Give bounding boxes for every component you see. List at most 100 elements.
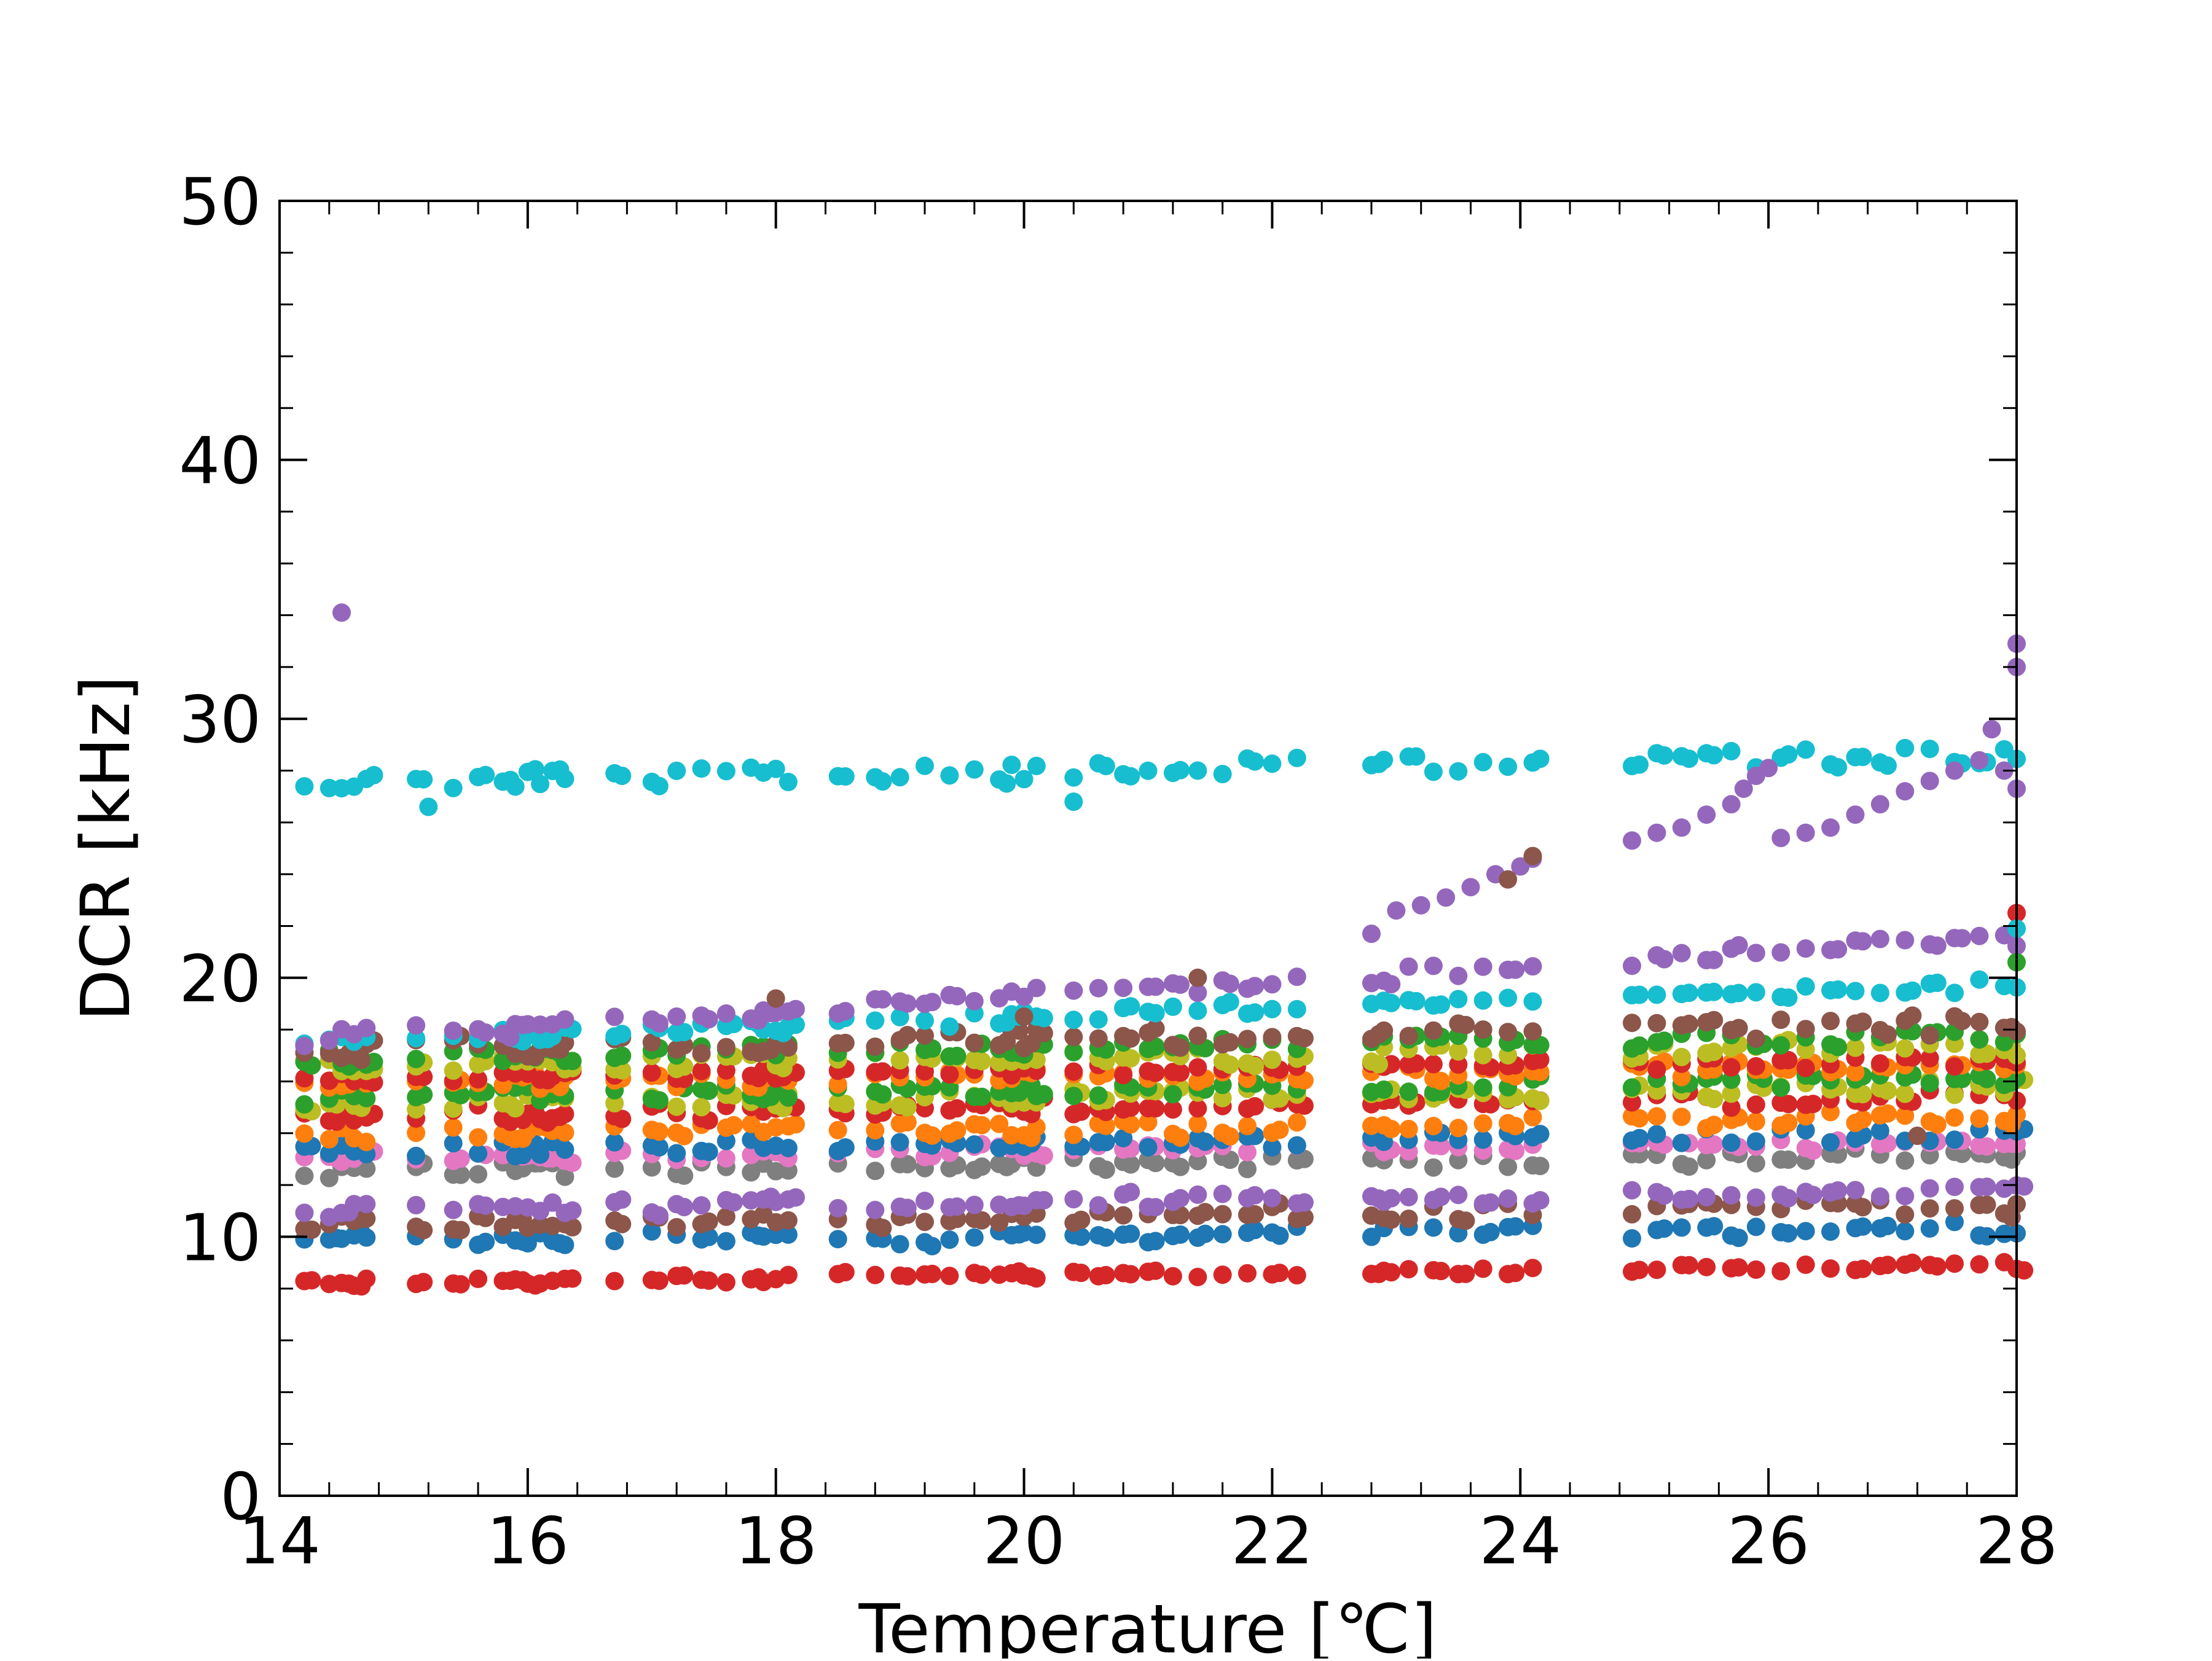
data-point (1424, 956, 1443, 975)
data-point (451, 1221, 470, 1240)
data-point (716, 762, 735, 781)
data-point (1928, 1115, 1947, 1134)
data-point (1499, 1189, 1518, 1208)
data-point (1089, 1010, 1108, 1029)
data-point (357, 1269, 376, 1288)
data-point (1779, 1050, 1798, 1069)
data-point (1896, 1084, 1915, 1103)
data-point (965, 1228, 984, 1247)
data-point (1245, 1205, 1265, 1224)
data-point (1729, 983, 1748, 1002)
data-point (1821, 1222, 1840, 1241)
data-point (873, 1062, 892, 1081)
data-point (1220, 993, 1239, 1012)
data-point (786, 1115, 805, 1134)
data-point (1382, 1263, 1401, 1282)
data-point (1449, 762, 1468, 781)
data-point (1771, 829, 1790, 848)
data-point (1722, 795, 1741, 814)
data-point (1362, 924, 1381, 944)
data-point (642, 1033, 661, 1052)
data-point (947, 1197, 967, 1216)
data-point (613, 1046, 632, 1065)
data-point (1437, 888, 1456, 907)
data-point (898, 1113, 917, 1131)
data-point (898, 1267, 917, 1286)
data-point (1034, 1146, 1053, 1165)
data-point (1121, 1049, 1140, 1068)
markers-layer (295, 603, 2034, 1296)
data-point (1672, 1218, 1691, 1237)
data-point (1896, 1106, 1915, 1125)
data-point (295, 1095, 314, 1114)
data-point (1746, 1095, 1765, 1114)
data-point (469, 1128, 488, 1147)
data-point (1796, 1020, 1815, 1039)
data-point (716, 1004, 735, 1023)
data-point (1920, 772, 1939, 791)
data-point (1920, 1199, 1939, 1218)
data-point (716, 1061, 735, 1080)
data-point (1171, 760, 1190, 780)
data-point (1896, 1039, 1915, 1058)
data-point (649, 1138, 669, 1157)
data-point (1072, 1227, 1091, 1246)
data-point (357, 1195, 376, 1214)
data-point (1188, 1267, 1207, 1286)
data-point (1531, 1157, 1550, 1176)
data-point (1630, 1260, 1649, 1280)
data-point (675, 1266, 694, 1285)
data-point (1064, 792, 1083, 811)
data-point (1779, 1224, 1798, 1243)
data-point (506, 1099, 525, 1118)
data-point (766, 989, 785, 1008)
data-point (1034, 1190, 1053, 1210)
data-point (1072, 1264, 1091, 1283)
data-point (1121, 1115, 1140, 1134)
data-point (1704, 746, 1724, 765)
data-point (779, 1265, 798, 1284)
data-point (779, 1138, 798, 1157)
data-point (1146, 1037, 1165, 1056)
data-point (1945, 1178, 1964, 1197)
data-point (555, 1010, 575, 1029)
data-point (1970, 1012, 1989, 1031)
data-point (1089, 1029, 1108, 1048)
data-point (1146, 1232, 1165, 1251)
data-point (836, 1002, 855, 1021)
data-point (1870, 983, 1889, 1002)
data-point (1473, 1114, 1492, 1133)
data-point (1245, 752, 1265, 771)
x-tick-label: 22 (1231, 1504, 1314, 1579)
data-point (692, 1044, 711, 1063)
data-point (1672, 818, 1691, 837)
data-point (1920, 1179, 1939, 1198)
data-point (407, 1016, 426, 1035)
data-point (675, 1023, 694, 1042)
data-point (965, 760, 984, 779)
data-point (866, 1162, 885, 1181)
data-point (1803, 1186, 1822, 1205)
data-point (1456, 1015, 1475, 1034)
data-point (1287, 1136, 1306, 1155)
data-point (1796, 823, 1815, 842)
data-point (1096, 1160, 1115, 1179)
data-point (1734, 780, 1753, 798)
data-point (1679, 1014, 1698, 1033)
data-point (1870, 795, 1889, 814)
data-point (766, 759, 785, 778)
data-point (1920, 740, 1939, 759)
data-point (555, 770, 575, 788)
data-point (1449, 1186, 1468, 1205)
data-point (675, 1166, 694, 1185)
data-point (1499, 1045, 1518, 1065)
data-point (923, 1264, 942, 1283)
data-point (1803, 1095, 1822, 1114)
data-point (1977, 1044, 1996, 1063)
data-point (1432, 1071, 1451, 1090)
data-point (1064, 1087, 1083, 1106)
data-point (1406, 747, 1426, 766)
data-point (1424, 1158, 1443, 1177)
data-point (1027, 756, 1046, 775)
data-point (1523, 1022, 1542, 1041)
